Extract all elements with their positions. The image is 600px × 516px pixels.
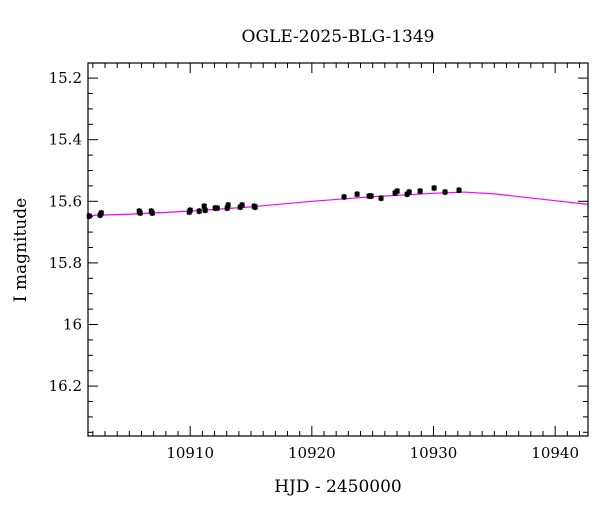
- point-marker: [368, 193, 374, 199]
- data-point: [202, 207, 208, 214]
- point-marker: [354, 191, 360, 197]
- point-marker: [406, 189, 412, 195]
- data-point: [378, 195, 384, 202]
- y-tick-label: 15.2: [49, 69, 82, 87]
- data-point: [394, 188, 400, 195]
- data-point: [431, 184, 437, 192]
- model-curve: [87, 191, 589, 217]
- data-point: [149, 209, 155, 217]
- point-marker: [252, 204, 258, 210]
- point-marker: [239, 202, 245, 208]
- plot-frame: [87, 62, 589, 437]
- x-tick-label: 10920: [288, 444, 336, 462]
- point-marker: [196, 208, 202, 214]
- data-point: [225, 201, 231, 209]
- data-point: [456, 187, 462, 194]
- point-marker: [442, 189, 448, 195]
- point-marker: [187, 207, 193, 213]
- data-point: [214, 204, 220, 212]
- y-tick-label: 15.8: [49, 254, 82, 272]
- point-marker: [341, 194, 347, 200]
- data-point: [196, 208, 202, 215]
- point-marker: [202, 207, 208, 213]
- data-point: [341, 193, 347, 201]
- y-axis-label: I magnitude: [11, 198, 31, 302]
- data-point: [137, 209, 143, 217]
- y-tick-label: 16.2: [49, 377, 82, 395]
- x-tick-label: 10910: [166, 444, 214, 462]
- y-tick-label: 15.6: [49, 192, 82, 210]
- data-point: [252, 204, 258, 211]
- point-marker: [431, 185, 437, 191]
- data-point: [368, 192, 374, 200]
- data-point: [442, 188, 448, 196]
- point-marker: [378, 195, 384, 201]
- point-marker: [98, 210, 104, 216]
- point-marker: [137, 210, 143, 216]
- data-point: [406, 188, 412, 196]
- point-marker: [224, 205, 230, 211]
- x-axis-label: HJD - 2450000: [274, 477, 402, 497]
- x-tick-label: 10930: [410, 444, 458, 462]
- point-marker: [456, 187, 462, 193]
- point-marker: [394, 188, 400, 194]
- point-marker: [86, 213, 92, 219]
- x-tick-label: 10940: [531, 444, 579, 462]
- chart-title: OGLE-2025-BLG-1349: [242, 27, 435, 47]
- data-point: [354, 191, 360, 198]
- y-tick-label: 16: [63, 316, 82, 334]
- point-marker: [225, 202, 231, 208]
- data-point: [98, 209, 104, 217]
- point-marker: [417, 188, 423, 194]
- data-point: [187, 207, 193, 214]
- point-marker: [201, 203, 207, 209]
- data-point: [417, 188, 423, 195]
- y-tick-label: 15.4: [49, 131, 82, 149]
- point-marker: [149, 210, 155, 216]
- data-point: [86, 213, 92, 220]
- point-marker: [214, 205, 220, 211]
- data-point: [239, 201, 245, 209]
